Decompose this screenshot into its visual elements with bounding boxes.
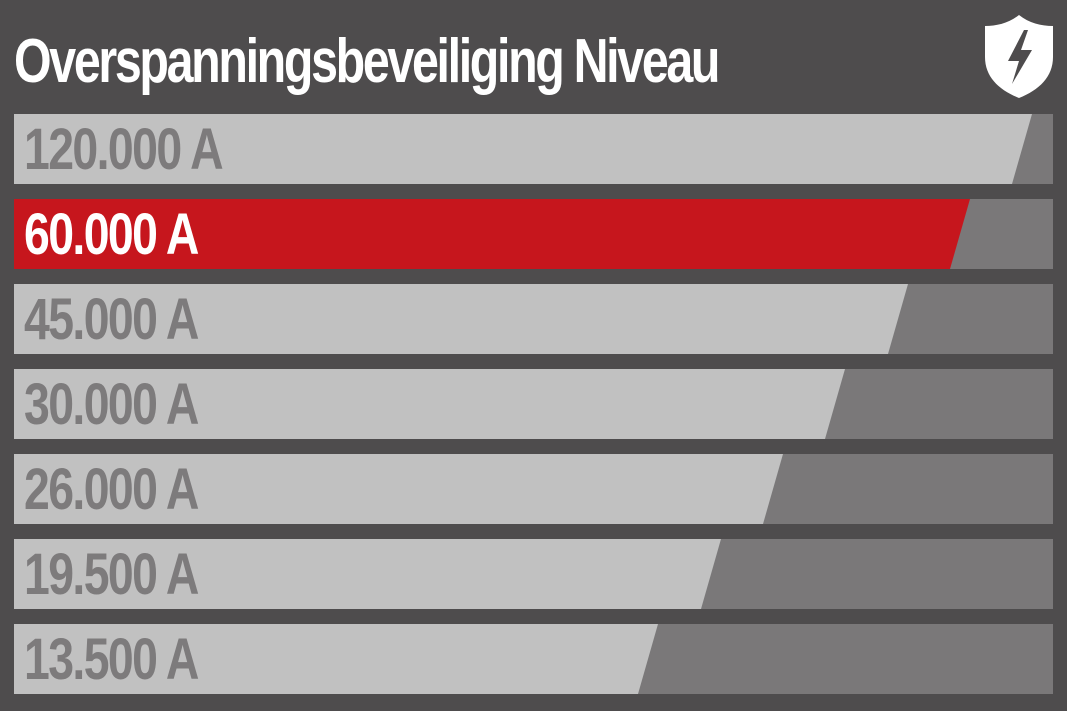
level-row: 60.000 A [14,199,1053,269]
level-label: 30.000 A [24,372,199,437]
level-label: 45.000 A [24,287,199,352]
level-bar [14,624,658,694]
level-row: 120.000 A [14,114,1053,184]
level-label: 120.000 A [24,117,224,182]
level-list: 120.000 A 60.000 A 45.000 A 30.000 A 26.000 … [14,114,1053,696]
level-row: 30.000 A [14,369,1053,439]
level-bar [14,369,845,439]
level-label: 13.500 A [24,627,199,692]
level-row: 19.500 A [14,539,1053,609]
level-row: 26.000 A [14,454,1053,524]
level-bar [14,454,783,524]
level-row: 45.000 A [14,284,1053,354]
level-bar-active [14,199,970,269]
level-bar [14,284,908,354]
page-title: Overspanningsbeveiliging Niveau [14,27,720,96]
level-bar [14,114,1032,184]
level-bar [14,539,721,609]
level-label: 60.000 A [24,202,199,267]
level-label: 19.500 A [24,542,199,607]
level-row: 13.500 A [14,624,1053,694]
level-label: 26.000 A [24,457,199,522]
shield-lightning-icon [985,15,1053,98]
